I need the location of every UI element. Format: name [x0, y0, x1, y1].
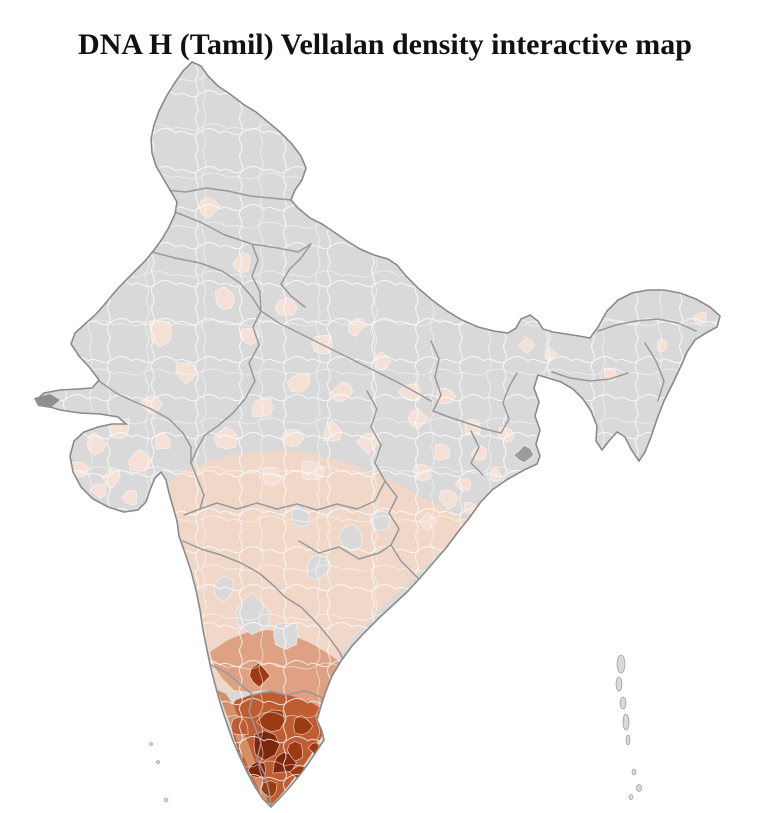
state-border-line — [500, 372, 518, 434]
state-border-line — [98, 380, 192, 464]
island[interactable] — [619, 696, 627, 710]
state-border-line — [366, 390, 386, 482]
island[interactable] — [628, 794, 634, 800]
state-border-line — [432, 410, 502, 434]
india-outline — [34, 61, 721, 809]
island[interactable] — [622, 713, 630, 731]
state-border-line — [551, 371, 629, 382]
district-region[interactable] — [235, 775, 252, 792]
state-border-line — [252, 690, 332, 706]
state-border-line — [284, 596, 346, 664]
island[interactable] — [163, 797, 169, 803]
state-border-line — [298, 540, 392, 560]
state-border-line — [182, 540, 286, 598]
state-border-line — [165, 187, 292, 201]
state-border-line — [251, 243, 262, 312]
state-border-line — [199, 480, 386, 511]
island[interactable] — [615, 676, 623, 692]
islands-group — [149, 654, 642, 803]
island[interactable] — [156, 760, 160, 764]
disputed-sliver — [34, 394, 60, 408]
state-border-line — [470, 430, 484, 476]
state-border-line — [190, 310, 262, 464]
state-border-line — [644, 342, 665, 402]
state-border-line — [260, 310, 432, 402]
island[interactable] — [149, 742, 153, 746]
state-border-line — [384, 480, 428, 590]
state-border-line — [280, 243, 312, 308]
island[interactable] — [631, 768, 637, 776]
state-border-line — [248, 694, 272, 806]
island[interactable] — [616, 654, 626, 674]
state-border-line — [210, 664, 254, 696]
state-border-line — [151, 251, 262, 312]
state-border-line — [597, 318, 697, 332]
state-border-line — [430, 340, 442, 412]
state-borders — [98, 187, 697, 806]
island[interactable] — [636, 784, 642, 792]
state-border-line — [183, 462, 205, 516]
island[interactable] — [625, 734, 631, 746]
map-title: DNA H (Tamil) Vellalan density interacti… — [78, 28, 692, 62]
